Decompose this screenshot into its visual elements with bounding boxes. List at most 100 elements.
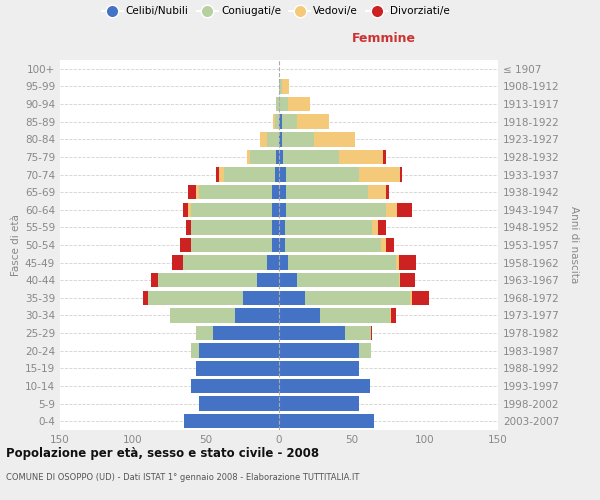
Y-axis label: Anni di nascita: Anni di nascita [569, 206, 579, 284]
Bar [224, 168, 275, 181]
Bar [272, 185, 279, 200]
Bar [214, 326, 279, 340]
Bar [279, 114, 282, 129]
Bar [305, 290, 410, 305]
Bar [268, 132, 279, 146]
Bar [279, 150, 283, 164]
Bar [279, 238, 285, 252]
Bar [196, 326, 214, 340]
Bar [260, 132, 268, 146]
Bar [275, 168, 279, 181]
Bar [199, 185, 272, 200]
Bar [282, 79, 289, 94]
Bar [279, 79, 282, 94]
Bar [242, 290, 279, 305]
Bar [272, 238, 279, 252]
Bar [279, 361, 359, 376]
Bar [386, 185, 389, 200]
Legend: Celibi/Nubili, Coniugati/e, Vedovi/e, Divorziati/e: Celibi/Nubili, Coniugati/e, Vedovi/e, Di… [102, 6, 450, 16]
Bar [182, 202, 188, 217]
Bar [272, 202, 279, 217]
Bar [386, 238, 394, 252]
Bar [257, 273, 279, 287]
Bar [391, 308, 396, 322]
Bar [279, 220, 285, 234]
Bar [199, 396, 279, 411]
Bar [288, 97, 310, 112]
Bar [279, 97, 288, 112]
Bar [158, 273, 257, 287]
Bar [279, 308, 320, 322]
Bar [279, 414, 374, 428]
Bar [285, 220, 373, 234]
Bar [275, 114, 279, 129]
Bar [386, 202, 397, 217]
Bar [196, 185, 199, 200]
Bar [378, 220, 386, 234]
Bar [170, 308, 235, 322]
Bar [276, 150, 279, 164]
Bar [279, 378, 370, 393]
Bar [368, 185, 386, 200]
Bar [285, 238, 381, 252]
Bar [191, 238, 272, 252]
Bar [399, 256, 416, 270]
Bar [182, 256, 268, 270]
Bar [268, 256, 279, 270]
Bar [172, 256, 182, 270]
Bar [196, 361, 279, 376]
Bar [282, 114, 296, 129]
Bar [279, 344, 359, 358]
Bar [279, 168, 286, 181]
Bar [296, 273, 399, 287]
Bar [283, 150, 339, 164]
Bar [279, 132, 282, 146]
Bar [235, 308, 279, 322]
Bar [399, 273, 400, 287]
Bar [286, 202, 386, 217]
Bar [276, 97, 279, 112]
Bar [199, 344, 279, 358]
Bar [250, 150, 276, 164]
Bar [273, 114, 275, 129]
Bar [188, 202, 191, 217]
Bar [282, 132, 314, 146]
Bar [400, 273, 415, 287]
Bar [279, 290, 305, 305]
Bar [185, 220, 191, 234]
Text: COMUNE DI OSOPPO (UD) - Dati ISTAT 1° gennaio 2008 - Elaborazione TUTTITALIA.IT: COMUNE DI OSOPPO (UD) - Dati ISTAT 1° ge… [6, 473, 359, 482]
Bar [296, 114, 329, 129]
Bar [397, 202, 412, 217]
Bar [371, 326, 373, 340]
Bar [272, 220, 279, 234]
Bar [180, 238, 191, 252]
Bar [279, 326, 344, 340]
Bar [400, 168, 401, 181]
Y-axis label: Fasce di età: Fasce di età [11, 214, 21, 276]
Bar [383, 150, 386, 164]
Bar [339, 150, 383, 164]
Bar [216, 168, 219, 181]
Bar [247, 150, 250, 164]
Bar [279, 396, 359, 411]
Bar [143, 290, 148, 305]
Bar [410, 290, 412, 305]
Bar [373, 220, 378, 234]
Text: Femmine: Femmine [352, 32, 416, 45]
Bar [188, 185, 196, 200]
Bar [148, 290, 242, 305]
Text: Popolazione per età, sesso e stato civile - 2008: Popolazione per età, sesso e stato civil… [6, 448, 319, 460]
Bar [191, 344, 199, 358]
Bar [279, 273, 296, 287]
Bar [279, 185, 286, 200]
Bar [412, 290, 430, 305]
Bar [381, 238, 386, 252]
Bar [359, 168, 400, 181]
Bar [184, 414, 279, 428]
Bar [359, 344, 371, 358]
Bar [286, 185, 368, 200]
Bar [219, 168, 224, 181]
Bar [320, 308, 390, 322]
Bar [279, 256, 288, 270]
Bar [396, 256, 399, 270]
